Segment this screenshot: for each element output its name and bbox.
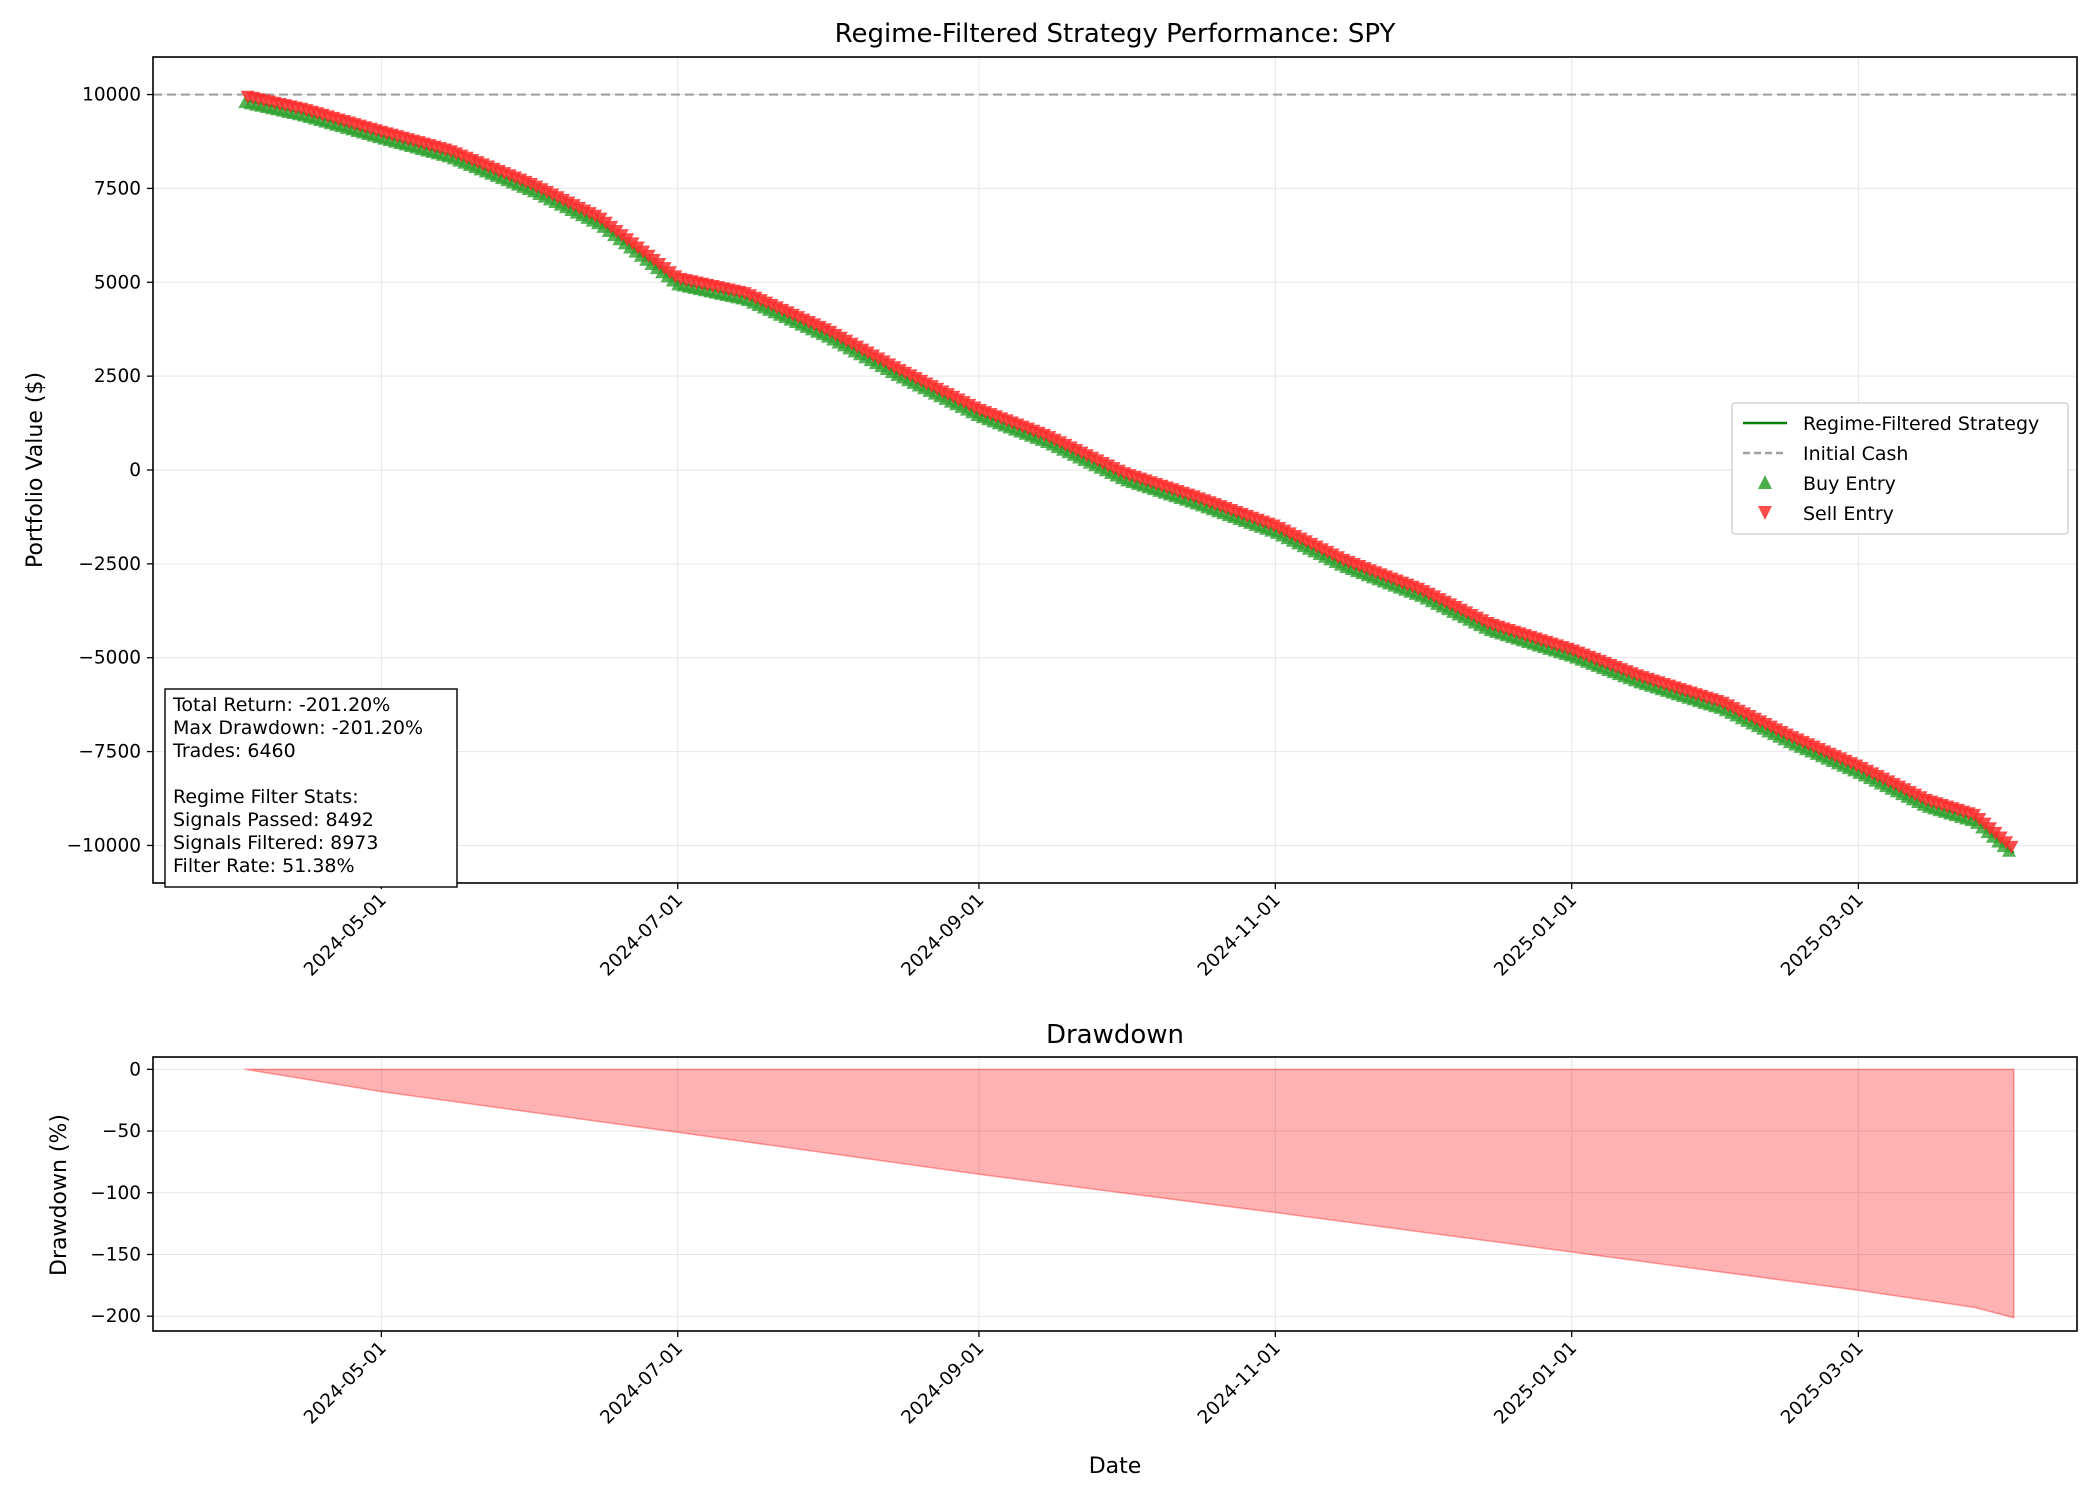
drawdown-x-tick-label: 2024-09-01 [898,1338,989,1429]
stats-trades: Trades: 6460 [172,740,296,762]
portfolio-x-tick-label: 2024-05-01 [300,890,391,981]
drawdown-y-tick-label: −200 [90,1306,141,1327]
portfolio-y-tick-label: 0 [129,460,141,481]
drawdown-x-tick-label: 2025-03-01 [1777,1338,1868,1429]
portfolio-x-tick-label: 2024-07-01 [596,890,687,981]
portfolio-axes-frame [152,56,2078,884]
portfolio-y-tick-label: 5000 [94,272,141,293]
portfolio-chart-title: Regime-Filtered Strategy Performance: SP… [835,19,1396,49]
portfolio-y-tick-label: −2500 [78,554,141,575]
portfolio-y-tick-label: 7500 [94,178,141,199]
stats-filter-heading: Regime Filter Stats: [173,786,359,808]
legend-strategy-label: Regime-Filtered Strategy [1803,413,2039,435]
portfolio-x-tick-label: 2025-01-01 [1490,890,1581,981]
drawdown-plot-area [244,1068,2015,1319]
stats-filter-rate: Filter Rate: 51.38% [173,855,355,877]
drawdown-panel: Drawdown Drawdown (%) Date 2024-05-01 202… [47,1020,2078,1479]
drawdown-y-tick-label: −150 [90,1244,141,1265]
drawdown-grid [153,1057,2077,1331]
drawdown-x-tick-label: 2024-11-01 [1194,1338,1285,1429]
drawdown-x-tick-label: 2025-01-01 [1490,1338,1581,1429]
drawdown-x-tick-label: 2024-07-01 [596,1338,687,1429]
drawdown-y-axis-label: Drawdown (%) [47,1114,72,1276]
legend-box [1731,402,2069,535]
stats-signals-filtered: Signals Filtered: 8973 [173,832,378,854]
legend-initial-cash-label: Initial Cash [1803,443,1908,465]
legend-sell-marker-icon [1758,506,1772,520]
stats-max-drawdown: Max Drawdown: -201.20% [173,717,423,739]
buy-entry-marker [2001,843,2016,857]
portfolio-series [153,90,2077,857]
drawdown-y-tick-label: −50 [102,1121,141,1142]
portfolio-y-tick-label: −5000 [78,648,141,669]
drawdown-y-tick-label: 0 [129,1059,141,1080]
portfolio-x-tick-label: 2025-03-01 [1777,890,1868,981]
portfolio-panel: Regime-Filtered Strategy Performance: SP… [23,19,2078,981]
legend: Regime-Filtered Strategy Initial Cash Bu… [1731,402,2069,535]
portfolio-y-axis-label: Portfolio Value ($) [23,372,48,568]
legend-buy-marker-icon [1758,475,1772,489]
portfolio-grid [153,57,2077,883]
drawdown-area [244,1068,2015,1319]
stats-signals-passed: Signals Passed: 8492 [173,809,374,831]
trade-markers [238,90,2019,857]
portfolio-x-tick-label: 2024-11-01 [1194,890,1285,981]
drawdown-x-axis-label: Date [1089,1454,1142,1479]
stats-total-return: Total Return: -201.20% [172,694,390,716]
legend-buy-label: Buy Entry [1803,473,1896,495]
drawdown-y-tick-label: −100 [90,1183,141,1204]
stats-box-frame [164,688,458,888]
stats-box: Total Return: -201.20% Max Drawdown: -20… [164,688,458,888]
legend-sell-label: Sell Entry [1803,503,1894,525]
portfolio-y-tick-label: 10000 [82,85,141,106]
portfolio-y-tick-label: −10000 [67,835,141,856]
portfolio-plot-area [153,90,2077,857]
portfolio-y-tick-label: −7500 [78,742,141,763]
portfolio-y-tick-label: 2500 [94,366,141,387]
drawdown-x-tick-label: 2024-05-01 [300,1338,391,1429]
sell-entry-marker [2004,840,2019,854]
drawdown-chart-title: Drawdown [1046,1020,1184,1050]
drawdown-axes-frame [152,1056,2078,1332]
portfolio-x-tick-label: 2024-09-01 [898,890,989,981]
